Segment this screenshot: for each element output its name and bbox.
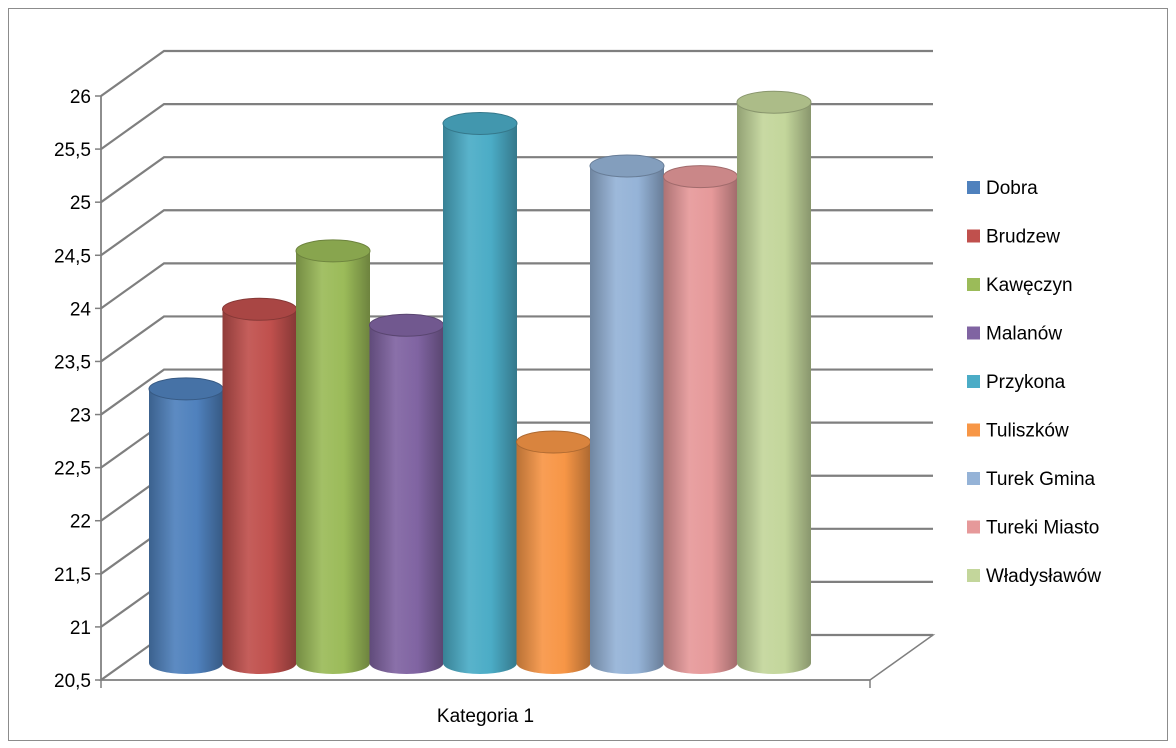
legend-item: Przykona — [967, 372, 1066, 393]
gridline — [100, 156, 933, 204]
legend-item: Władysławów — [967, 566, 1101, 587]
y-tick-label: 24 — [70, 299, 92, 320]
cylinder-body — [149, 388, 223, 674]
y-tick-label: 21,5 — [54, 565, 91, 586]
y-tick-label: 23 — [70, 406, 91, 427]
legend-swatch — [967, 375, 980, 388]
bar-malanów — [369, 313, 444, 674]
legend-swatch — [967, 569, 980, 582]
legend: Dobra Brudzew Kawęczyn Malanów Przykona Tulis… — [967, 178, 1101, 587]
bar-tuliszków — [516, 430, 591, 674]
cylinder-body — [737, 102, 811, 674]
legend-swatch — [967, 229, 980, 243]
bar-brudzew — [222, 297, 297, 674]
y-tick-label: 21 — [70, 618, 91, 639]
gridline — [100, 102, 933, 150]
y-axis-tick-labels: 20,5 21 21,5 22 22,5 23 23,5 24 24,5 25 25,5 26 — [54, 87, 91, 692]
y-tick-label: 23,5 — [54, 352, 91, 373]
legend-item: Malanów — [967, 324, 1062, 345]
x-category-label: Kategoria 1 — [437, 706, 534, 727]
cylinder-body — [516, 442, 591, 674]
legend-label: Tuliszków — [986, 421, 1069, 442]
bar-turek-gmina — [589, 154, 665, 674]
gridline — [100, 49, 933, 97]
cylinder-top — [589, 154, 665, 178]
y-tick-label: 26 — [70, 87, 91, 108]
x-axis: Kategoria 1 — [100, 679, 871, 727]
cylinder-top — [516, 430, 591, 454]
legend-item: Tuliszków — [967, 421, 1069, 442]
bar-tureki-miasto — [663, 165, 738, 674]
y-tick-label: 25 — [70, 193, 91, 214]
cylinder-body — [296, 250, 370, 674]
y-tick-label: 25,5 — [54, 140, 91, 161]
cylinder-body — [590, 165, 664, 674]
legend-swatch — [967, 278, 980, 291]
legend-label: Władysławów — [986, 566, 1101, 587]
cylinder-top — [663, 165, 738, 189]
y-tick-label: 22,5 — [54, 459, 91, 480]
cylinder-body — [369, 325, 444, 674]
cylinder-body — [222, 309, 297, 674]
bar-przykona — [442, 111, 518, 675]
cylinder-body — [443, 123, 517, 675]
cylinder-top — [222, 297, 297, 321]
legend-item: Dobra — [967, 178, 1038, 199]
cylinder-top — [148, 377, 224, 401]
legend-label: Malanów — [986, 324, 1062, 345]
legend-label: Kawęczyn — [986, 275, 1073, 296]
legend-swatch — [967, 423, 980, 437]
legend-label: Tureki Miasto — [986, 518, 1099, 539]
cylinder-body — [663, 176, 738, 674]
legend-item: Tureki Miasto — [967, 518, 1099, 539]
cylinder-top — [736, 90, 812, 114]
bars — [148, 90, 812, 675]
y-tick-label: 22 — [70, 512, 91, 533]
legend-item: Brudzew — [967, 227, 1060, 248]
legend-swatch — [967, 520, 980, 534]
bar-kawęczyn — [295, 239, 371, 674]
cylinder-top — [295, 239, 371, 263]
legend-item: Kawęczyn — [967, 275, 1073, 296]
legend-label: Przykona — [986, 372, 1066, 393]
bar-dobra — [148, 377, 224, 674]
legend-swatch — [967, 472, 980, 485]
cylinder-top — [442, 111, 518, 135]
y-tick-label: 20,5 — [54, 671, 91, 692]
legend-swatch — [967, 326, 980, 340]
y-tick-label: 24,5 — [54, 246, 91, 267]
legend-swatch — [967, 181, 980, 194]
legend-item: Turek Gmina — [967, 469, 1096, 490]
legend-label: Dobra — [986, 178, 1038, 199]
legend-label: Turek Gmina — [986, 469, 1096, 490]
legend-label: Brudzew — [986, 227, 1060, 248]
cylinder-top — [369, 313, 444, 337]
bar-władysławów — [736, 90, 812, 674]
